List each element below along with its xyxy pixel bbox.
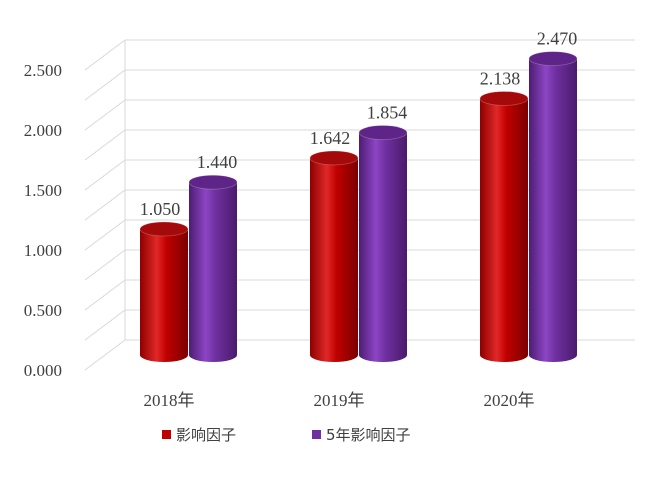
y-tick-label: 0.000	[24, 361, 62, 380]
bar-body	[140, 229, 188, 362]
bar-cylinder	[358, 125, 408, 362]
gridline-side	[84, 159, 126, 191]
bar-top	[188, 174, 238, 190]
gridline-side	[84, 99, 126, 131]
gridline-side	[84, 189, 126, 221]
gridline-side	[84, 309, 126, 341]
bar-top	[139, 221, 189, 237]
bar-body	[359, 132, 407, 362]
x-category-label: 2019年	[314, 391, 365, 410]
bar-top	[528, 51, 578, 66]
gridline-side	[84, 219, 126, 251]
bar-body	[310, 157, 358, 362]
bar-cylinder	[188, 174, 238, 362]
y-tick-label: 2.000	[24, 121, 62, 140]
data-label: 1.440	[197, 152, 238, 172]
bar-cylinder	[479, 91, 529, 362]
bar-cylinder	[139, 221, 189, 362]
legend-label: 5年影响因子	[326, 426, 411, 444]
x-axis-category-labels: 2018年 2019年 2020年	[144, 391, 535, 410]
bar-body	[189, 182, 237, 362]
gridline-side	[84, 279, 126, 311]
x-category-label: 2020年	[484, 391, 535, 410]
data-label: 1.050	[140, 199, 181, 219]
x-category-label: 2018年	[144, 391, 195, 410]
legend-swatch	[312, 430, 321, 439]
data-label: 2.470	[537, 29, 578, 49]
legend-label: 影响因子	[176, 426, 236, 444]
gridline-side	[84, 339, 126, 371]
bar-body	[529, 58, 577, 362]
legend-swatch	[162, 430, 171, 439]
bar-cylinder	[309, 150, 359, 362]
bar-top	[479, 91, 529, 106]
gridline-side	[84, 69, 126, 101]
data-label: 1.642	[310, 128, 351, 148]
data-label: 1.854	[367, 103, 408, 123]
y-tick-label: 0.500	[24, 301, 62, 320]
data-label: 2.138	[480, 68, 521, 88]
gridline-side	[84, 129, 126, 161]
bar-top	[358, 125, 408, 140]
bars: 1.050 1.440 1.642 1.854 2.138 2.470	[139, 29, 578, 362]
bar-top	[309, 150, 359, 166]
bar-body	[480, 98, 528, 362]
bar-cylinder	[528, 51, 578, 362]
y-tick-label: 2.500	[24, 61, 62, 80]
y-tick-label: 1.500	[24, 181, 62, 200]
y-axis-tick-labels: 0.000 0.500 1.000 1.500 2.000 2.500	[24, 61, 62, 380]
gridline-side	[84, 39, 126, 71]
gridline-side	[84, 249, 126, 281]
y-tick-label: 1.000	[24, 241, 62, 260]
legend: 影响因子 5年影响因子	[162, 426, 411, 444]
